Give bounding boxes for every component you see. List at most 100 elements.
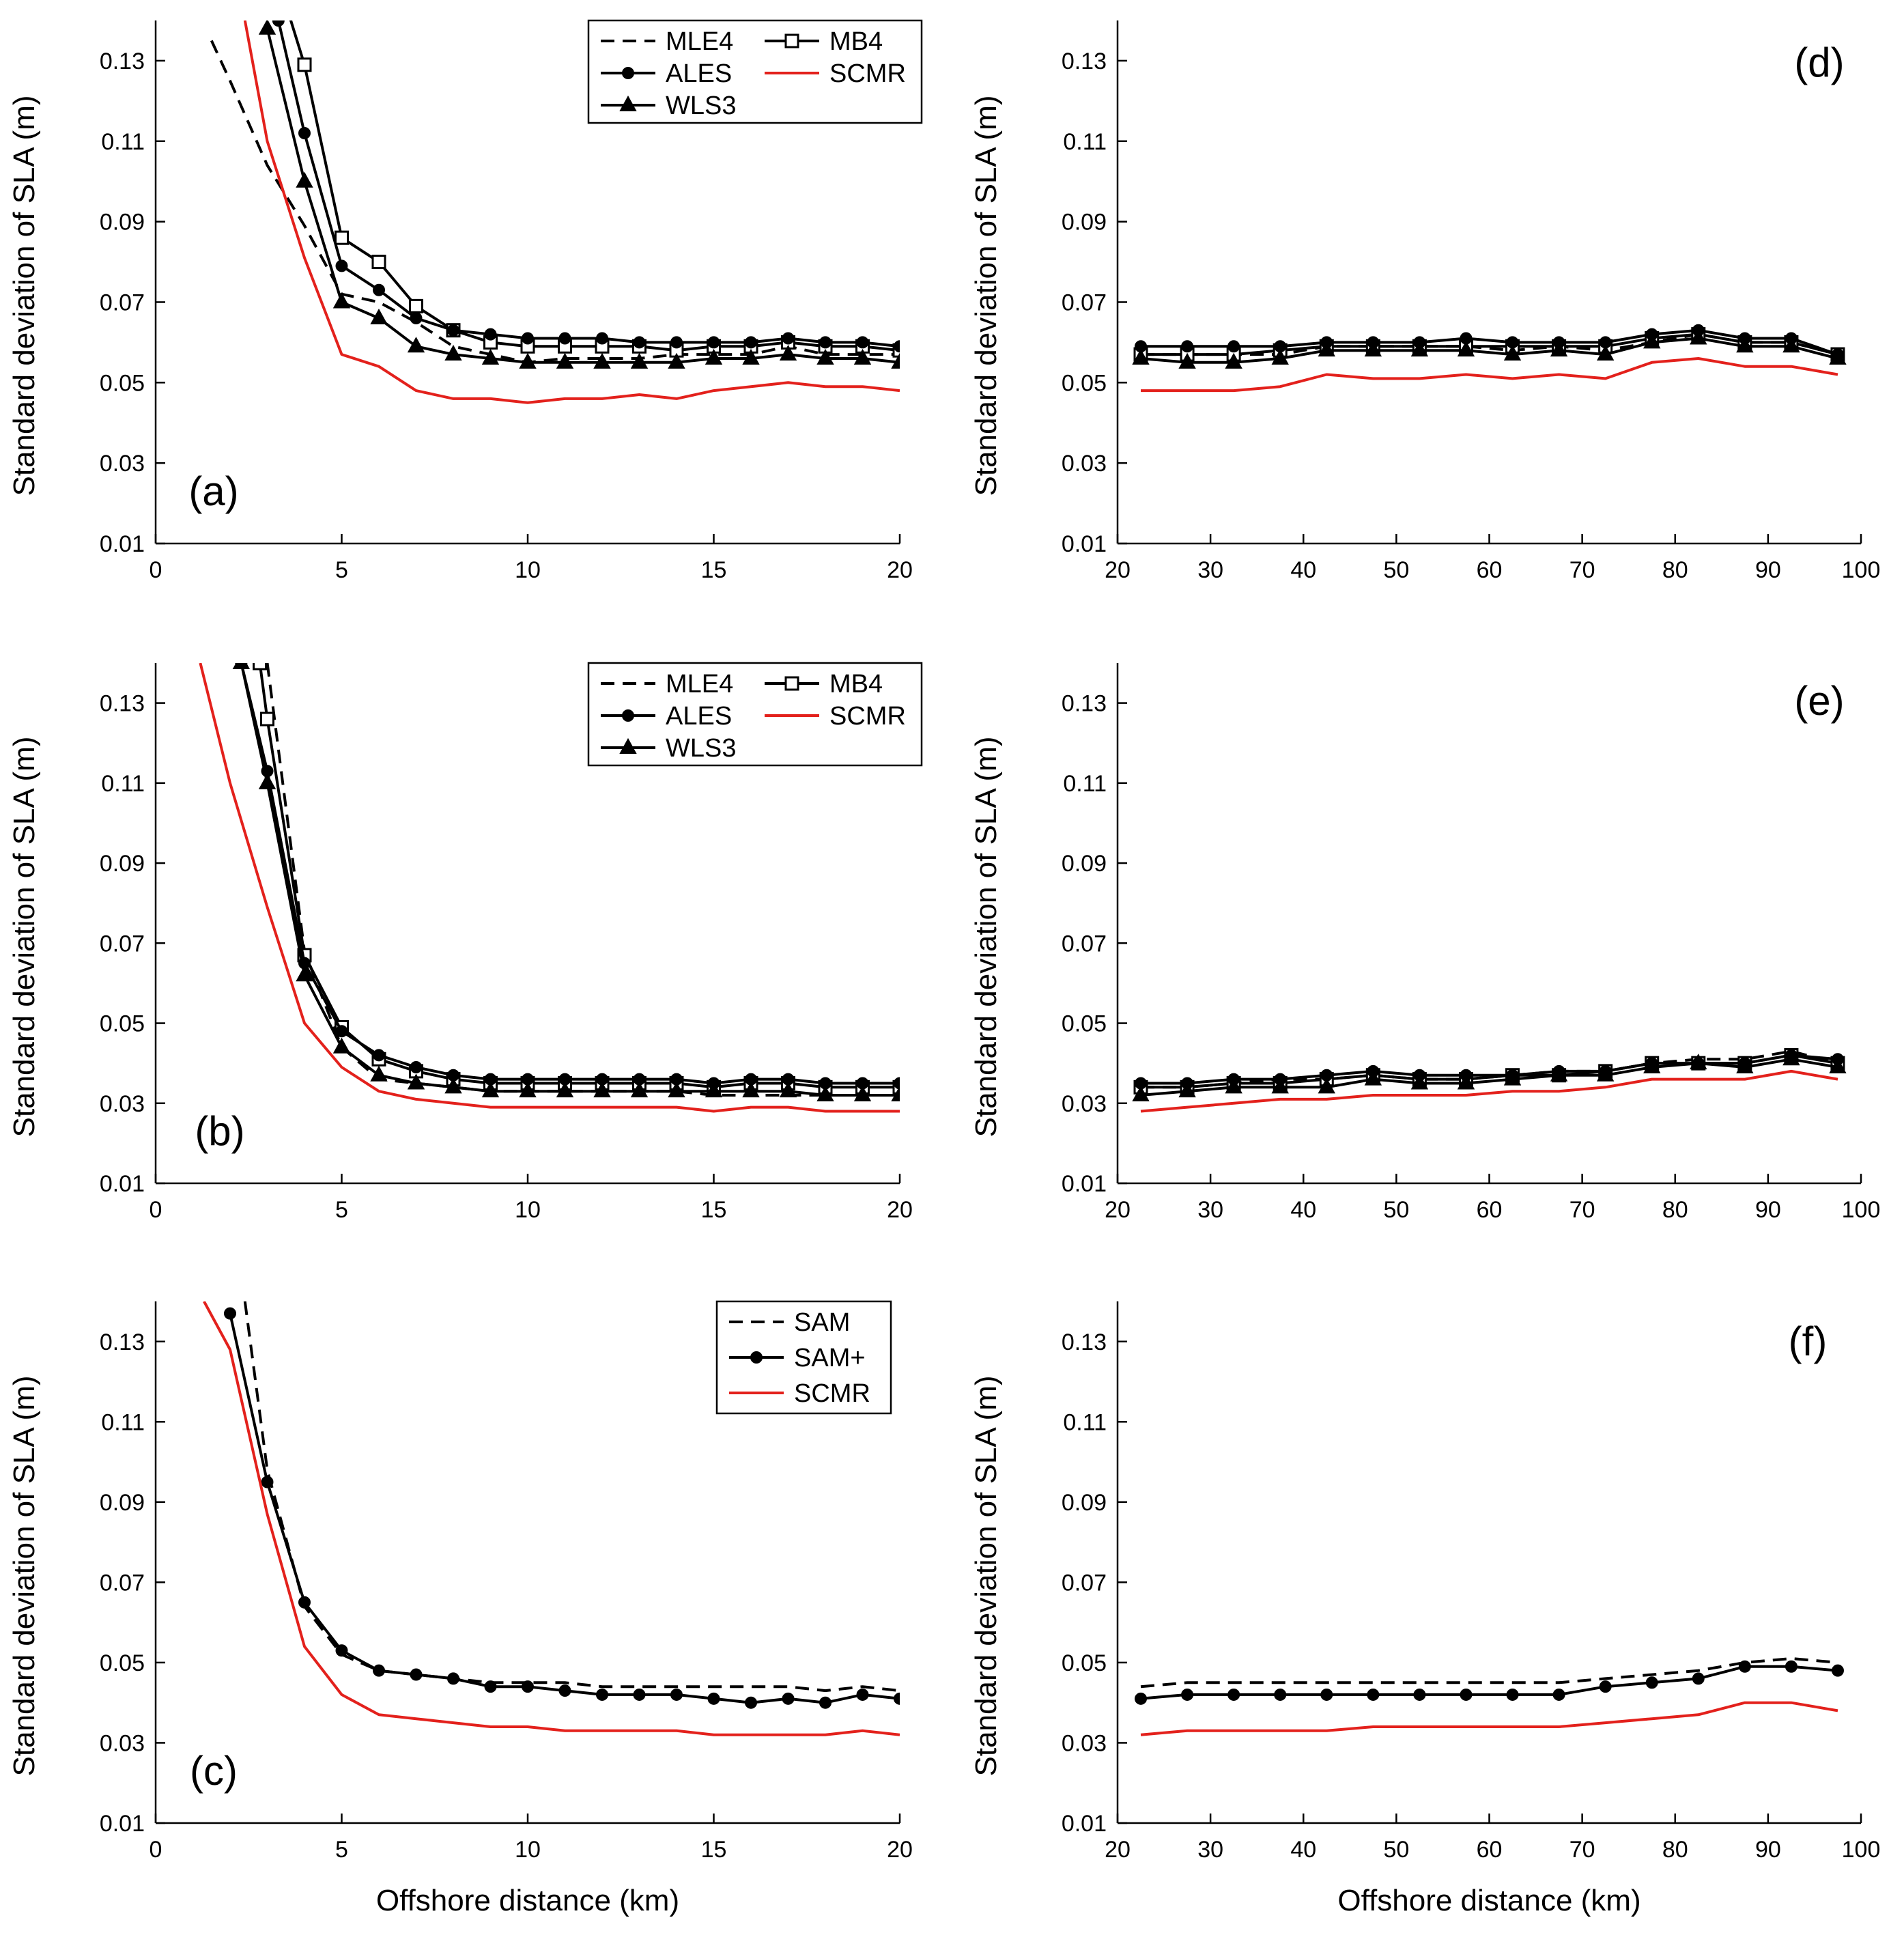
data-point-wls3 [444,344,462,361]
data-point-wls3 [891,1085,900,1102]
x-axis-label: Offshore distance (km) [1337,1884,1640,1917]
data-point-mb4 [409,298,423,313]
y-tick-label: 0.11 [1063,1409,1107,1435]
data-point-wls3 [1503,344,1522,361]
series-line-scmr [199,663,900,1113]
panel-label: (b) [195,1108,244,1154]
x-tick-label: 20 [1105,1837,1131,1863]
data-point-wls3 [593,352,611,369]
data-point-sam [782,1692,795,1705]
x-tick-label: 0 [150,1197,162,1223]
data-point-sam [298,1596,311,1609]
data-point-wls3 [258,20,276,35]
panel-label: (d) [1794,40,1844,85]
data-point-wls3 [1318,341,1335,357]
series-group [199,663,900,1113]
y-tick-label: 0.03 [100,451,145,477]
x-tick-label: 15 [701,1837,727,1863]
data-point-wls3 [1271,348,1289,365]
panel-label: (f) [1789,1318,1828,1364]
data-point-wls3 [1132,348,1150,365]
data-point-wls3 [481,348,500,365]
data-point-ales [298,126,311,139]
data-point-wls3 [742,1082,760,1098]
data-point-ales [819,336,832,349]
legend: MLE4 ALES WLS3 MB4 SCMR [587,662,923,767]
data-point-ales [707,336,720,349]
data-point-ales [373,1049,385,1062]
y-tick-label: 0.11 [101,129,145,155]
series-group [210,20,900,404]
legend-marker-ales [622,709,634,722]
data-point-wls3 [593,1082,611,1098]
y-tick-label: 0.05 [1062,1650,1107,1676]
data-point-sam [1506,1688,1519,1701]
data-point-sam [1227,1688,1240,1701]
data-point-sam [1367,1688,1380,1701]
y-tick-label: 0.05 [100,1011,145,1037]
series-line-ales [1141,328,1838,356]
y-tick-label: 0.03 [100,1730,145,1756]
x-tick-label: 70 [1569,1197,1595,1223]
data-point-mb4 [297,57,312,72]
y-tick-label: 0.11 [101,771,145,797]
data-point-wls3 [1690,1054,1707,1070]
data-point-wls3 [1457,1073,1475,1090]
data-point-sam [447,1672,459,1685]
data-point-wls3 [1736,1057,1754,1074]
y-tick-label: 0.07 [100,931,145,957]
series-line-ales [1141,1054,1838,1085]
data-point-ales [596,332,608,345]
x-tick-label: 5 [335,1197,348,1223]
data-point-wls3 [407,337,425,353]
x-tick-label: 100 [1842,557,1881,583]
x-axis-label: Offshore distance (km) [376,1884,679,1917]
y-tick-label: 0.07 [1062,290,1107,315]
series-line-scmr [203,1301,900,1736]
series-line-wls3 [266,28,900,364]
data-point-sam [373,1664,385,1677]
data-point-ales [410,1061,423,1074]
x-tick-label: 100 [1842,1197,1881,1223]
data-point-ales [484,328,497,341]
series-group [1135,1657,1844,1736]
data-point-wls3 [1736,337,1754,353]
data-point-sam [856,1688,869,1701]
series-line-wls3 [1140,337,1838,364]
y-tick-label: 0.03 [1062,1730,1107,1756]
x-tick-label: 50 [1383,557,1409,583]
x-tick-label: 10 [515,1837,541,1863]
data-point-wls3 [668,1082,685,1098]
series-line-mle4 [1141,1049,1838,1089]
y-tick-label: 0.13 [1062,48,1107,74]
panel-label: (a) [188,468,238,514]
x-tick-label: 20 [1105,557,1131,583]
data-point-wls3 [1503,1069,1522,1086]
data-point-ales [558,332,571,345]
panel-c: 0.01 0.03 0.05 0.07 0.09 0.11 0.13 0 5 10 15 20 Stan… [8,1300,913,1917]
x-tick-label: 0 [150,1837,162,1863]
y-tick-label: 0.07 [1062,931,1107,957]
legend-marker-wls3 [619,737,637,754]
data-point-sam [1135,1692,1148,1705]
y-tick-label: 0.09 [100,1490,145,1516]
x-tick-label: 20 [1105,1197,1131,1223]
data-point-ales [335,259,348,272]
panel-label: (c) [190,1748,238,1794]
y-tick-label: 0.01 [1062,531,1107,557]
legend-label-mle4: MLE4 [666,670,733,699]
series-group [1132,324,1847,393]
y-tick-label: 0.01 [100,1811,145,1837]
data-point-wls3 [370,1065,388,1082]
data-point-sam [1692,1672,1705,1685]
x-tick-label: 5 [335,557,348,583]
data-point-wls3 [853,1085,872,1102]
series-line-wls3 [1140,1058,1838,1097]
y-axis-label: Standard deviation of SLA (m) [8,1376,41,1777]
data-point-ales [856,336,869,349]
panel-e: 0.01 0.03 0.05 0.07 0.09 0.11 0.13 20 30 40 50 60 70… [969,663,1880,1223]
y-tick-label: 0.09 [1062,851,1107,877]
data-point-sam [1785,1660,1798,1673]
data-point-wls3 [630,352,649,369]
y-tick-label: 0.05 [1062,1011,1107,1037]
